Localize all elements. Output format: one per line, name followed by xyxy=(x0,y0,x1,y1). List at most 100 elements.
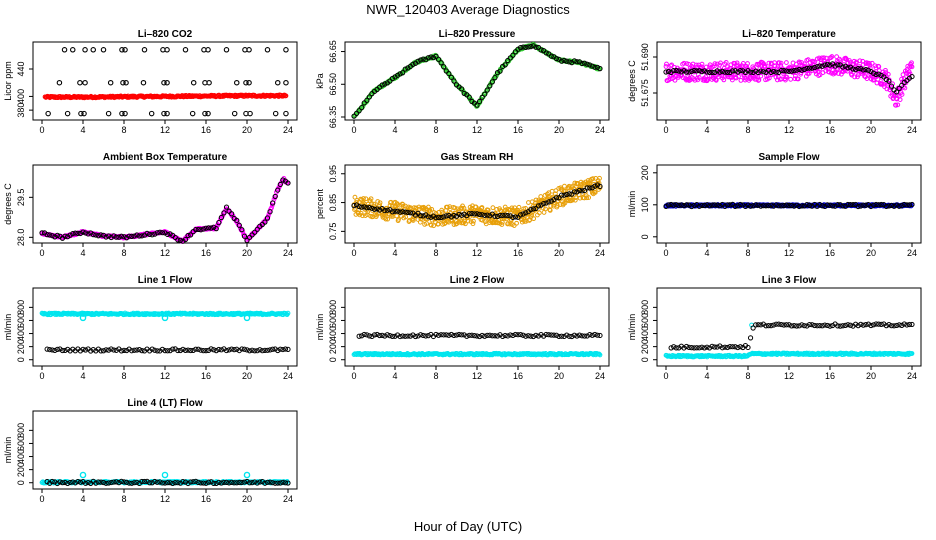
data-point xyxy=(535,333,542,339)
y-tick-label: 800 xyxy=(328,300,338,315)
data-point xyxy=(753,202,759,208)
data-point xyxy=(902,85,908,91)
data-point xyxy=(850,66,856,72)
data-point xyxy=(407,210,413,216)
data-point xyxy=(840,64,846,70)
y-tick-label: 0 xyxy=(640,234,650,239)
y-tick-label: 66.50 xyxy=(328,73,338,96)
data-point xyxy=(878,72,884,79)
data-point xyxy=(479,205,485,210)
data-point xyxy=(45,110,51,117)
data-point xyxy=(699,69,705,75)
data-point xyxy=(796,323,802,329)
data-point xyxy=(90,232,96,238)
data-point xyxy=(719,345,725,351)
y-tick-label: 200 xyxy=(328,339,338,354)
data-point xyxy=(267,479,273,485)
x-tick-label: 0 xyxy=(663,371,668,381)
data-point xyxy=(865,321,872,327)
data-point xyxy=(122,110,128,117)
data-point xyxy=(369,201,374,206)
y-tick-label: 28.0 xyxy=(16,229,26,247)
data-point xyxy=(392,208,398,214)
data-point xyxy=(249,232,255,238)
data-point xyxy=(571,58,577,64)
data-point xyxy=(164,348,171,354)
data-point xyxy=(149,232,155,238)
data-point xyxy=(543,50,549,56)
x-tick-label: 20 xyxy=(554,371,564,381)
data-point xyxy=(492,213,498,219)
data-point xyxy=(122,47,128,53)
data-point xyxy=(561,57,567,64)
data-point xyxy=(405,333,411,339)
data-point xyxy=(95,479,101,485)
data-point xyxy=(382,333,388,339)
data-point xyxy=(806,202,813,208)
data-point xyxy=(164,480,171,486)
series-rh xyxy=(351,175,603,229)
data-point xyxy=(131,347,137,353)
data-point xyxy=(691,345,697,351)
data-point xyxy=(573,195,579,200)
series-rh-avg xyxy=(351,182,603,221)
x-tick-label: 24 xyxy=(595,371,605,381)
data-point xyxy=(435,56,442,62)
data-point xyxy=(596,351,602,357)
data-point xyxy=(546,332,552,338)
x-tick-label: 0 xyxy=(39,125,44,135)
data-point xyxy=(213,226,219,232)
data-point xyxy=(896,85,902,91)
data-point xyxy=(597,352,603,358)
data-point xyxy=(459,332,465,338)
data-point xyxy=(141,47,148,53)
data-point xyxy=(428,214,434,220)
data-point xyxy=(824,202,831,208)
data-point xyxy=(257,479,263,485)
data-point xyxy=(364,205,370,211)
x-tick-label: 12 xyxy=(472,371,482,381)
data-point xyxy=(553,332,560,338)
data-point xyxy=(788,76,794,82)
data-point xyxy=(840,323,846,329)
data-point xyxy=(264,215,271,221)
x-tick-label: 20 xyxy=(866,125,876,135)
x-tick-label: 4 xyxy=(80,494,85,504)
data-point xyxy=(794,323,800,329)
y-tick-label: 200 xyxy=(640,165,650,180)
data-point xyxy=(909,351,915,356)
data-point xyxy=(897,97,903,102)
data-point xyxy=(594,332,601,338)
data-point xyxy=(254,480,260,486)
data-point xyxy=(461,211,467,217)
data-point xyxy=(466,94,472,100)
data-point xyxy=(257,347,263,353)
data-point xyxy=(161,314,169,322)
data-point xyxy=(857,58,863,64)
data-point xyxy=(285,180,291,186)
x-tick-label: 20 xyxy=(242,371,252,381)
data-point xyxy=(198,480,204,486)
data-point xyxy=(699,202,705,209)
data-point xyxy=(456,331,462,338)
data-point xyxy=(438,214,444,221)
data-point xyxy=(108,479,114,486)
data-point xyxy=(768,202,774,208)
data-point xyxy=(855,323,861,329)
data-point xyxy=(234,217,240,223)
data-point xyxy=(864,76,870,81)
data-point xyxy=(430,213,437,219)
data-point xyxy=(829,203,836,209)
data-point xyxy=(538,47,544,53)
data-point xyxy=(507,332,513,338)
data-point xyxy=(835,323,841,329)
data-point xyxy=(771,203,777,209)
data-point xyxy=(198,347,204,353)
data-point xyxy=(533,44,539,50)
data-point xyxy=(246,47,252,53)
data-point xyxy=(870,322,877,328)
data-point xyxy=(888,83,895,89)
data-point xyxy=(441,332,447,338)
data-point xyxy=(213,480,219,487)
